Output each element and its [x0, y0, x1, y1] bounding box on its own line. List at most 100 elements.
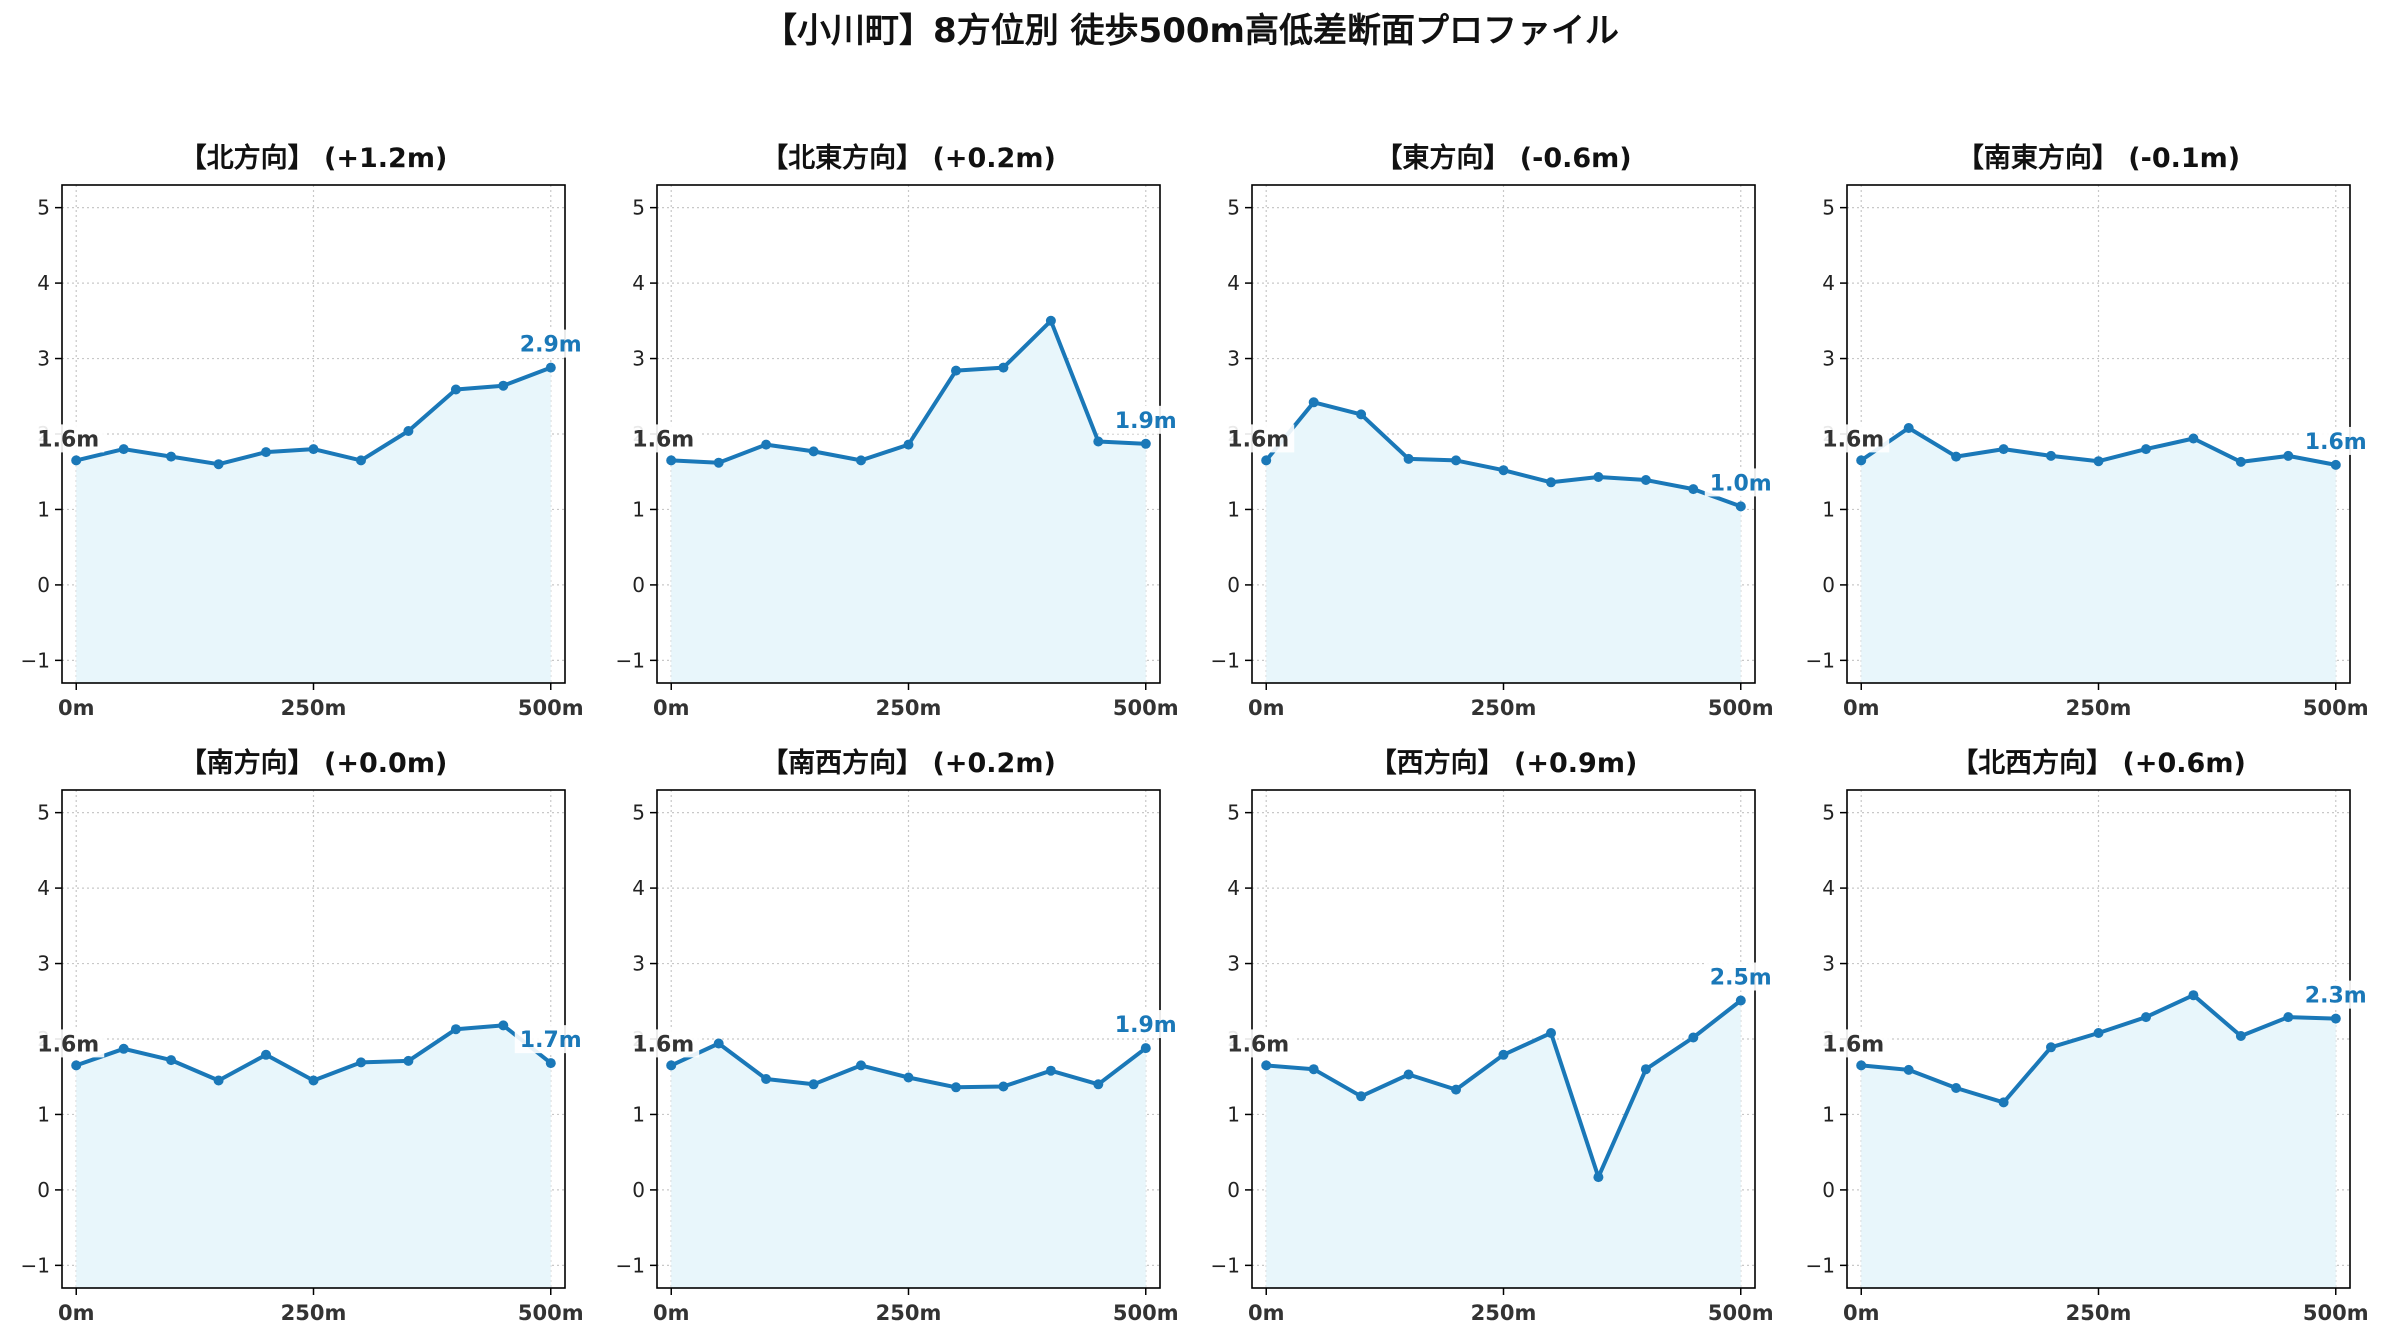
data-point — [1546, 1028, 1556, 1038]
data-point — [2046, 1042, 2056, 1053]
start-label-background — [1222, 424, 1295, 453]
data-point — [1856, 455, 1867, 466]
data-point — [71, 455, 82, 466]
elevation-fill — [671, 1043, 1146, 1288]
data-point — [2330, 459, 2341, 470]
data-point — [1356, 409, 1367, 420]
x-tick-label: 500m — [518, 696, 584, 720]
panel-4: 【南東方向】 (-0.1m)−10123450m250m500m1.6m1.6m — [1806, 142, 2372, 720]
y-tick-label: 3 — [1822, 347, 1835, 371]
start-label-background — [1817, 1029, 1890, 1058]
y-tick-label: 5 — [37, 196, 50, 220]
end-label-background — [1109, 1010, 1182, 1039]
end-label-background — [1704, 962, 1777, 991]
panel-title: 【北方向】 (+1.2m) — [180, 142, 448, 174]
elevation-fill — [1861, 428, 2336, 683]
panel-title: 【南東方向】 (-0.1m) — [1957, 142, 2240, 174]
data-point — [951, 365, 961, 376]
y-tick-label: 3 — [37, 347, 50, 371]
y-tick-label: 0 — [1227, 1178, 1240, 1202]
y-tick-label: 3 — [37, 952, 50, 976]
data-point — [1308, 1064, 1319, 1075]
y-tick-label: 1 — [37, 1102, 50, 1126]
y-tick-label: 0 — [37, 1178, 50, 1202]
x-tick-label: 0m — [1248, 1301, 1285, 1325]
data-point — [761, 439, 772, 450]
data-point — [666, 455, 677, 466]
panel-title: 【西方向】 (+0.9m) — [1370, 747, 1638, 779]
y-tick-label: 0 — [1227, 573, 1240, 597]
x-tick-label: 0m — [58, 1301, 95, 1325]
data-point — [166, 451, 177, 462]
start-elevation-label: 1.6m — [1822, 1032, 1884, 1057]
end-elevation-label: 2.5m — [1710, 966, 1772, 991]
y-tick-label: 0 — [1822, 573, 1835, 597]
x-tick-label: 500m — [1113, 696, 1179, 720]
y-tick-label: −1 — [1806, 648, 1835, 672]
y-tick-label: 4 — [1227, 876, 1240, 900]
data-point — [403, 426, 414, 436]
y-tick-label: 0 — [37, 573, 50, 597]
data-point — [356, 1057, 366, 1068]
elevation-fill — [1266, 402, 1741, 683]
data-point — [1856, 1060, 1867, 1071]
elevation-fill — [671, 320, 1146, 683]
data-point — [1308, 397, 1319, 408]
data-point — [1498, 465, 1509, 476]
panel-title: 【南方向】 (+0.0m) — [180, 747, 448, 779]
data-point — [166, 1055, 177, 1066]
x-tick-label: 250m — [876, 1301, 942, 1325]
panel-3: 【東方向】 (-0.6m)−10123450m250m500m1.6m1.0m — [1211, 142, 1777, 720]
y-tick-label: 3 — [1227, 347, 1240, 371]
y-tick-label: 3 — [632, 952, 645, 976]
data-point — [1261, 455, 1272, 466]
data-point — [1451, 455, 1461, 466]
y-tick-label: −1 — [616, 1253, 645, 1277]
y-tick-label: 5 — [37, 801, 50, 825]
data-point — [1045, 1065, 1056, 1076]
panel-5: 【南方向】 (+0.0m)−10123450m250m500m1.6m1.7m — [21, 747, 587, 1325]
y-tick-label: 5 — [1822, 196, 1835, 220]
data-point — [1903, 423, 1914, 433]
panel-title: 【北西方向】 (+0.6m) — [1951, 747, 2246, 779]
data-point — [903, 439, 914, 450]
y-tick-label: 1 — [1822, 1102, 1835, 1126]
x-tick-label: 250m — [876, 696, 942, 720]
start-label-background — [627, 424, 700, 453]
data-point — [403, 1055, 414, 1066]
data-point — [1998, 1097, 2009, 1108]
data-point — [498, 1020, 509, 1031]
y-tick-label: 0 — [1822, 1178, 1835, 1202]
y-tick-label: 1 — [632, 497, 645, 521]
figure-title: 【小川町】8方位別 徒歩500m高低差断面プロファイル — [763, 11, 1619, 51]
x-tick-label: 500m — [2303, 1301, 2369, 1325]
end-elevation-label: 2.3m — [2305, 984, 2367, 1009]
data-point — [2141, 444, 2151, 455]
end-elevation-label: 2.9m — [520, 333, 582, 358]
x-tick-label: 250m — [281, 1301, 347, 1325]
data-point — [856, 455, 866, 466]
y-tick-label: 5 — [632, 196, 645, 220]
x-tick-label: 500m — [2303, 696, 2369, 720]
data-point — [1140, 438, 1151, 449]
x-tick-label: 0m — [1248, 696, 1285, 720]
x-tick-label: 0m — [653, 696, 690, 720]
data-point — [213, 1075, 224, 1086]
x-tick-label: 500m — [1708, 1301, 1774, 1325]
data-point — [450, 384, 461, 395]
data-point — [71, 1060, 82, 1071]
x-tick-label: 500m — [1708, 696, 1774, 720]
start-elevation-label: 1.6m — [1227, 1032, 1289, 1057]
start-label-background — [627, 1029, 700, 1058]
data-point — [2283, 1012, 2294, 1023]
data-point — [713, 1038, 724, 1049]
y-tick-label: 0 — [632, 573, 645, 597]
data-point — [2283, 450, 2294, 461]
elevation-fill — [1266, 1000, 1741, 1288]
y-tick-label: 1 — [1822, 497, 1835, 521]
data-point — [1093, 1079, 1104, 1090]
end-label-background — [1109, 405, 1182, 434]
data-point — [1593, 472, 1604, 482]
y-tick-label: −1 — [616, 648, 645, 672]
